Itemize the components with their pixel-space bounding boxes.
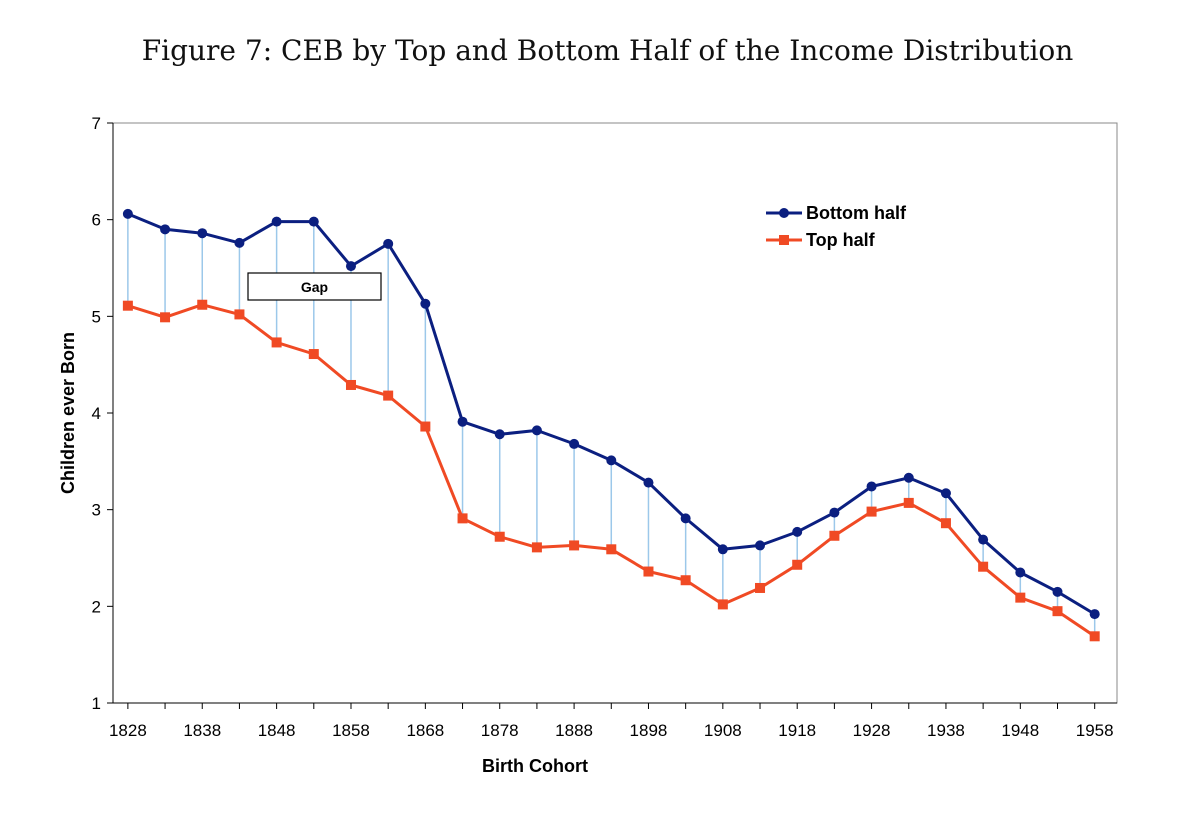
legend-item: Bottom half: [766, 203, 907, 223]
gap-annotation: Gap: [247, 272, 382, 301]
y-tick-label: 1: [92, 694, 101, 713]
legend-swatch-marker: [779, 235, 789, 245]
data-point: [308, 349, 319, 360]
data-point: [457, 513, 468, 524]
data-point: [1015, 567, 1026, 578]
y-axis: 1 2 3 4 5 6 7: [92, 114, 113, 713]
x-tick-label: 1858: [332, 721, 370, 740]
data-point: [122, 208, 133, 219]
data-point: [1015, 592, 1026, 603]
y-axis-title: Children ever Born: [58, 332, 78, 494]
y-tick-label: 5: [92, 307, 101, 326]
data-point: [197, 228, 208, 239]
data-point: [866, 481, 877, 492]
x-tick-label: 1918: [778, 721, 816, 740]
data-point: [680, 575, 691, 586]
x-tick-label: 1878: [481, 721, 519, 740]
series-layer: [122, 208, 1100, 642]
data-point: [345, 379, 356, 390]
data-point: [903, 497, 914, 508]
x-tick-label: 1888: [555, 721, 593, 740]
x-axis-title: Birth Cohort: [482, 756, 588, 776]
data-point: [160, 312, 171, 323]
figure-title: Figure 7: CEB by Top and Bottom Half of …: [141, 34, 1074, 67]
data-point: [383, 238, 394, 249]
data-point: [271, 216, 282, 227]
data-point: [940, 488, 951, 499]
data-point: [755, 540, 766, 551]
data-point: [197, 299, 208, 310]
data-point: [308, 216, 319, 227]
x-tick-label: 1868: [406, 721, 444, 740]
x-tick-label: 1898: [630, 721, 668, 740]
data-point: [680, 513, 691, 524]
y-tick-label: 3: [92, 501, 101, 520]
data-point: [755, 582, 766, 593]
data-point: [829, 507, 840, 518]
gap-label: Gap: [301, 279, 328, 295]
data-point: [643, 477, 654, 488]
data-point: [531, 542, 542, 553]
x-tick-label: 1828: [109, 721, 147, 740]
data-point: [829, 530, 840, 541]
data-point: [420, 298, 431, 309]
legend-swatch-marker: [779, 208, 789, 218]
data-point: [1052, 606, 1063, 617]
data-point: [569, 438, 580, 449]
x-tick-label: 1848: [258, 721, 296, 740]
data-point: [457, 416, 468, 427]
x-tick-label: 1908: [704, 721, 742, 740]
data-point: [1089, 631, 1100, 642]
data-point: [1052, 586, 1063, 597]
data-point: [420, 421, 431, 432]
data-point: [122, 300, 133, 311]
data-point: [792, 526, 803, 537]
y-tick-label: 7: [92, 114, 101, 133]
data-point: [160, 224, 171, 235]
data-point: [606, 455, 617, 466]
legend-item: Top half: [766, 230, 876, 250]
legend: Bottom half Top half: [766, 203, 907, 250]
data-point: [345, 261, 356, 272]
data-point: [643, 566, 654, 577]
data-point: [978, 534, 989, 545]
y-tick-label: 4: [92, 404, 101, 423]
y-tick-label: 2: [92, 597, 101, 616]
data-point: [940, 518, 951, 529]
gap-box: [247, 272, 382, 301]
data-point: [494, 531, 505, 542]
data-point: [234, 309, 245, 320]
data-point: [792, 559, 803, 570]
data-point: [271, 337, 282, 348]
plot-area-border: [112, 122, 1118, 704]
series-top-half: [122, 299, 1100, 642]
x-axis: 1828 1838 1848 1858 1868 1878 1888 1898 1908 1918…: [109, 703, 1114, 740]
legend-label: Top half: [806, 230, 876, 250]
series-bottom-half: [122, 208, 1100, 620]
x-tick-label: 1838: [183, 721, 221, 740]
data-point: [1089, 609, 1100, 620]
data-point: [494, 429, 505, 440]
x-tick-label: 1938: [927, 721, 965, 740]
data-point: [717, 544, 728, 555]
x-tick-label: 1928: [853, 721, 891, 740]
x-tick-label: 1958: [1076, 721, 1114, 740]
data-point: [569, 540, 580, 551]
data-point: [531, 425, 542, 436]
data-point: [866, 506, 877, 517]
data-point: [234, 237, 245, 248]
data-point: [903, 472, 914, 483]
plot-frame: [112, 122, 1118, 704]
data-point: [717, 599, 728, 610]
legend-label: Bottom half: [806, 203, 907, 223]
y-tick-label: 6: [92, 211, 101, 230]
x-tick-label: 1948: [1001, 721, 1039, 740]
data-point: [978, 561, 989, 572]
data-point: [383, 390, 394, 401]
data-point: [606, 544, 617, 555]
